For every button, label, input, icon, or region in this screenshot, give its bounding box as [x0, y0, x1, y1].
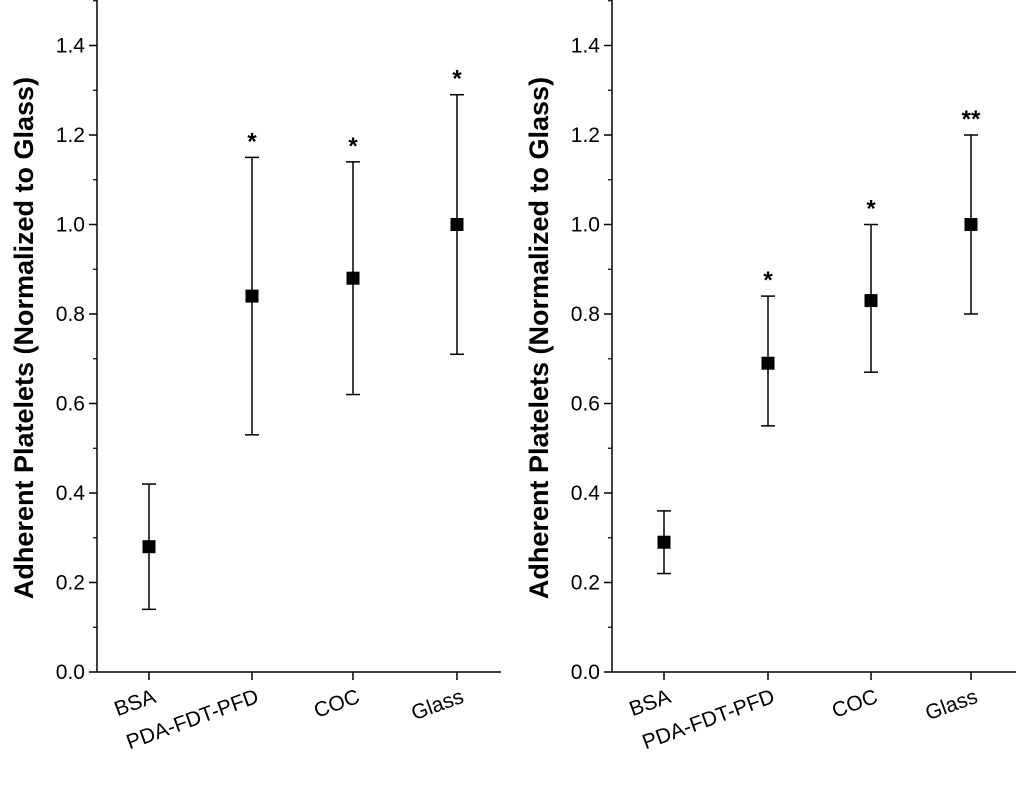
data-point	[142, 540, 156, 554]
y-tick-label: 1.4	[56, 35, 86, 58]
y-tick-label: 1.2	[56, 124, 85, 147]
chart-panel-left: Adherent Platelets (Normalized to Glass)…	[9, 0, 501, 754]
significance-marker: *	[763, 267, 773, 294]
data-point	[346, 271, 360, 285]
y-tick-label: 0.0	[571, 661, 600, 684]
x-category-label: COC	[829, 685, 881, 723]
y-tick-label: 1.2	[571, 124, 600, 147]
x-category-label: COC	[311, 685, 363, 723]
y-tick-label: 0.2	[571, 572, 600, 595]
y-tick-label: 1.0	[571, 214, 600, 237]
data-point	[657, 535, 671, 549]
data-point	[450, 218, 464, 231]
x-category-label: BSA	[626, 685, 673, 721]
significance-marker: *	[452, 66, 462, 93]
y-axis-title: Adherent Platelets (Normalized to Glass)	[9, 77, 39, 599]
x-category-label: Glass	[408, 685, 466, 725]
y-tick-label: 0.2	[56, 572, 85, 595]
y-axis-title: Adherent Platelets (Normalized to Glass)	[524, 77, 554, 599]
y-tick-label: 0.6	[56, 393, 85, 416]
chart-panel-right: Adherent Platelets (Normalized to Glass)…	[524, 0, 1016, 754]
data-point	[761, 356, 775, 370]
significance-marker: *	[348, 133, 358, 160]
data-point	[864, 294, 878, 308]
significance-marker: *	[247, 128, 257, 155]
x-category-label: BSA	[111, 685, 158, 721]
y-tick-label: 0.0	[56, 661, 85, 684]
x-category-label: Glass	[922, 685, 980, 725]
data-point	[245, 289, 259, 303]
y-tick-label: 0.8	[571, 303, 600, 326]
y-tick-label: 0.6	[571, 393, 600, 416]
y-tick-label: 0.8	[56, 303, 85, 326]
significance-marker: **	[962, 106, 981, 133]
y-tick-label: 1.4	[571, 35, 601, 58]
significance-marker: *	[866, 196, 876, 223]
y-tick-label: 0.4	[56, 482, 86, 505]
data-point	[964, 218, 978, 231]
y-tick-label: 1.0	[56, 214, 85, 237]
y-tick-label: 0.4	[571, 482, 601, 505]
